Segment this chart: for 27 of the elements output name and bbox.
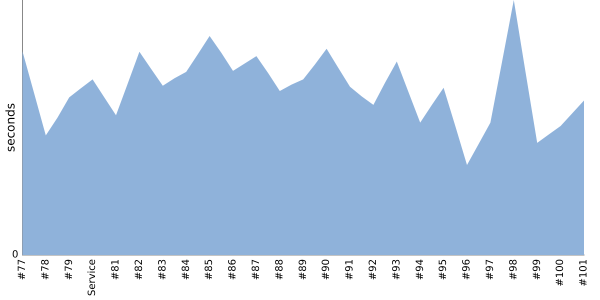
- x-tick-label: #86: [228, 259, 239, 280]
- x-tick-label: #96: [462, 259, 473, 280]
- x-tick-label: #81: [110, 259, 122, 280]
- x-tick-label: #91: [344, 259, 356, 280]
- x-tick-label: #98: [508, 259, 520, 280]
- x-tick-label: #93: [391, 259, 402, 280]
- x-tick-label: #95: [438, 259, 450, 280]
- x-tick-label: #100: [555, 259, 566, 287]
- x-tick-label: #85: [204, 259, 216, 280]
- x-tick-label: #97: [484, 259, 496, 280]
- x-tick-label: #99: [532, 259, 543, 280]
- x-tick-label: #79: [64, 259, 75, 280]
- x-tick-label: #84: [180, 259, 192, 280]
- x-tick-label: #90: [321, 259, 332, 280]
- x-tick-label: #92: [368, 259, 379, 280]
- x-tick-label: #77: [16, 259, 28, 280]
- text: 0: [12, 250, 18, 261]
- x-tick-label: Service: [87, 259, 98, 296]
- x-tick-label: #78: [40, 259, 52, 280]
- x-tick-label: #82: [134, 259, 145, 280]
- x-tick-label: #101: [578, 259, 590, 287]
- x-tick-label: #89: [298, 259, 309, 280]
- x-tick-label: #83: [157, 259, 168, 280]
- x-tick-label: #88: [274, 259, 286, 280]
- y-axis-title: seconds: [3, 102, 18, 152]
- x-tick-label: #94: [414, 259, 426, 280]
- x-tick-label: #87: [250, 259, 262, 280]
